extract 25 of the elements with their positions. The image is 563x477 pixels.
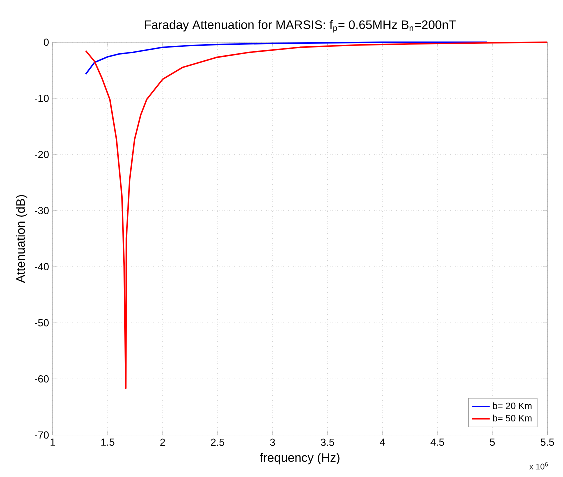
x-tick-label: 1.5 xyxy=(102,438,115,446)
x-axis-title: frequency (Hz) xyxy=(260,453,340,464)
x-tick-label: 4.5 xyxy=(430,438,444,446)
x-tick-label: 5 xyxy=(490,438,496,446)
legend-label: b= 20 Km xyxy=(493,402,532,410)
x-tick-label: 2 xyxy=(160,438,166,446)
y-tick-label: -50 xyxy=(35,319,49,327)
text: x 10$^{6}$ xyxy=(530,462,548,470)
x-tick-label: 1 xyxy=(50,438,56,446)
x-tick-label: 3 xyxy=(270,438,276,446)
legend-label: b= 50 Km xyxy=(493,414,532,422)
x-tick-label: 3.5 xyxy=(321,438,334,446)
chart-title: Faraday Attenuation for MARSIS: f$_{p}$= 0.65MHz B$_{n}$=200nT xyxy=(145,20,456,33)
y-tick-label: -60 xyxy=(35,375,49,383)
y-tick-label: -10 xyxy=(35,94,49,102)
y-tick-label: -70 xyxy=(35,432,49,439)
y-tick-label: -30 xyxy=(35,207,49,214)
x-tick-label: 5.5 xyxy=(540,438,554,446)
y-tick-label: -40 xyxy=(35,263,49,270)
x-tick-label: 4 xyxy=(380,438,386,446)
y-tick-label: 0 xyxy=(44,38,49,46)
x-tick-label: 2.5 xyxy=(211,438,225,446)
y-axis-title: Attenuation (dB) xyxy=(16,195,28,284)
line-series xyxy=(85,42,548,390)
y-tick-label: -20 xyxy=(35,151,49,158)
